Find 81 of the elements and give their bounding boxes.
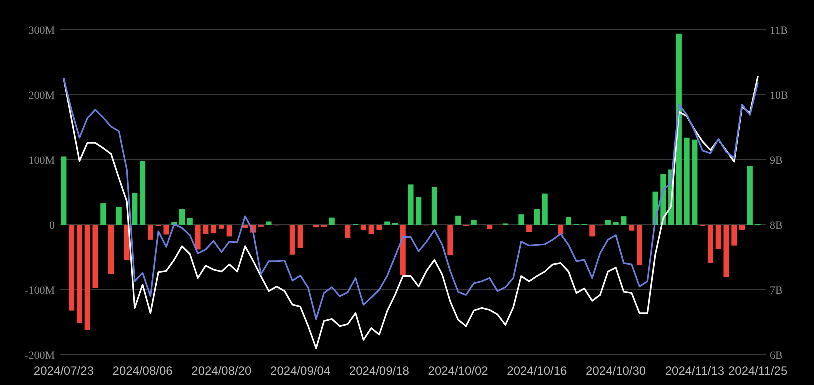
bar: [558, 225, 564, 235]
bar: [416, 197, 422, 225]
bar: [164, 225, 170, 235]
x-tick-label: 2024/11/25: [728, 364, 788, 378]
bar: [487, 225, 493, 230]
bar: [314, 225, 320, 228]
bar: [534, 209, 540, 225]
x-tick-label: 2024/11/13: [665, 364, 725, 378]
y2-tick-label: 9B: [770, 154, 783, 167]
bar: [724, 225, 730, 277]
bar: [636, 225, 642, 266]
bar: [100, 204, 106, 225]
y-tick-label: -100M: [25, 284, 56, 297]
bar: [376, 225, 382, 230]
bar: [408, 184, 414, 225]
bar: [92, 225, 98, 288]
bar: [400, 225, 406, 276]
bar: [195, 225, 201, 250]
bar: [76, 225, 82, 324]
bar: [740, 225, 746, 230]
y2-tick-label: 10B: [770, 90, 788, 102]
bar: [716, 225, 722, 250]
x-tick-label: 2024/10/02: [428, 364, 489, 378]
bar: [84, 225, 90, 330]
x-tick-label: 2024/08/20: [192, 364, 252, 378]
bar: [242, 225, 248, 228]
bar: [542, 194, 548, 225]
y-tick-label: 300M: [28, 24, 56, 37]
bar: [526, 225, 532, 232]
y2-tick-label: 7B: [770, 284, 783, 297]
x-tick-label: 2024/09/18: [349, 364, 410, 378]
bar: [590, 225, 596, 237]
bar: [345, 225, 351, 238]
y2-tick-label: 6B: [770, 350, 783, 362]
bar: [684, 138, 690, 225]
y-tick-label: 0: [50, 220, 56, 232]
bar: [566, 217, 572, 225]
bar: [69, 225, 75, 311]
bar: [290, 225, 296, 255]
bar: [384, 222, 390, 225]
x-tick-label: 2024/10/16: [507, 364, 568, 378]
bar: [108, 225, 114, 274]
bar: [432, 187, 438, 225]
x-tick-label: 2024/07/23: [34, 364, 94, 378]
bar: [187, 218, 193, 225]
bar: [456, 216, 462, 225]
bar: [203, 225, 209, 234]
x-tick-label: 2024/10/30: [586, 364, 646, 378]
bar: [629, 225, 635, 231]
bar: [360, 225, 366, 230]
y-tick-label: 200M: [28, 90, 56, 102]
bar: [518, 214, 524, 225]
y2-tick-label: 11B: [770, 24, 788, 37]
y-tick-label: -200M: [25, 350, 56, 362]
bar: [732, 225, 738, 246]
bar: [132, 193, 138, 225]
y2-tick-label: 8B: [770, 220, 783, 232]
bar: [266, 222, 272, 225]
bar: [448, 225, 454, 256]
bar: [692, 140, 698, 225]
bar: [329, 218, 335, 225]
bar: [148, 225, 154, 240]
bar: [298, 225, 304, 248]
bar: [226, 225, 232, 237]
bar: [605, 220, 611, 225]
bar: [61, 156, 67, 225]
x-tick-label: 2024/09/04: [270, 364, 331, 378]
bar: [676, 34, 682, 225]
bar: [613, 222, 619, 225]
bar: [180, 209, 186, 225]
bar: [368, 225, 374, 234]
bar: [140, 161, 146, 225]
y-tick-label: 100M: [28, 154, 56, 167]
bar: [116, 207, 122, 225]
bar: [211, 225, 217, 234]
bar: [218, 225, 224, 229]
x-tick-label: 2024/08/06: [112, 364, 174, 378]
bar: [747, 166, 753, 225]
bar: [471, 220, 477, 225]
bar: [621, 216, 627, 225]
bar: [708, 225, 714, 264]
